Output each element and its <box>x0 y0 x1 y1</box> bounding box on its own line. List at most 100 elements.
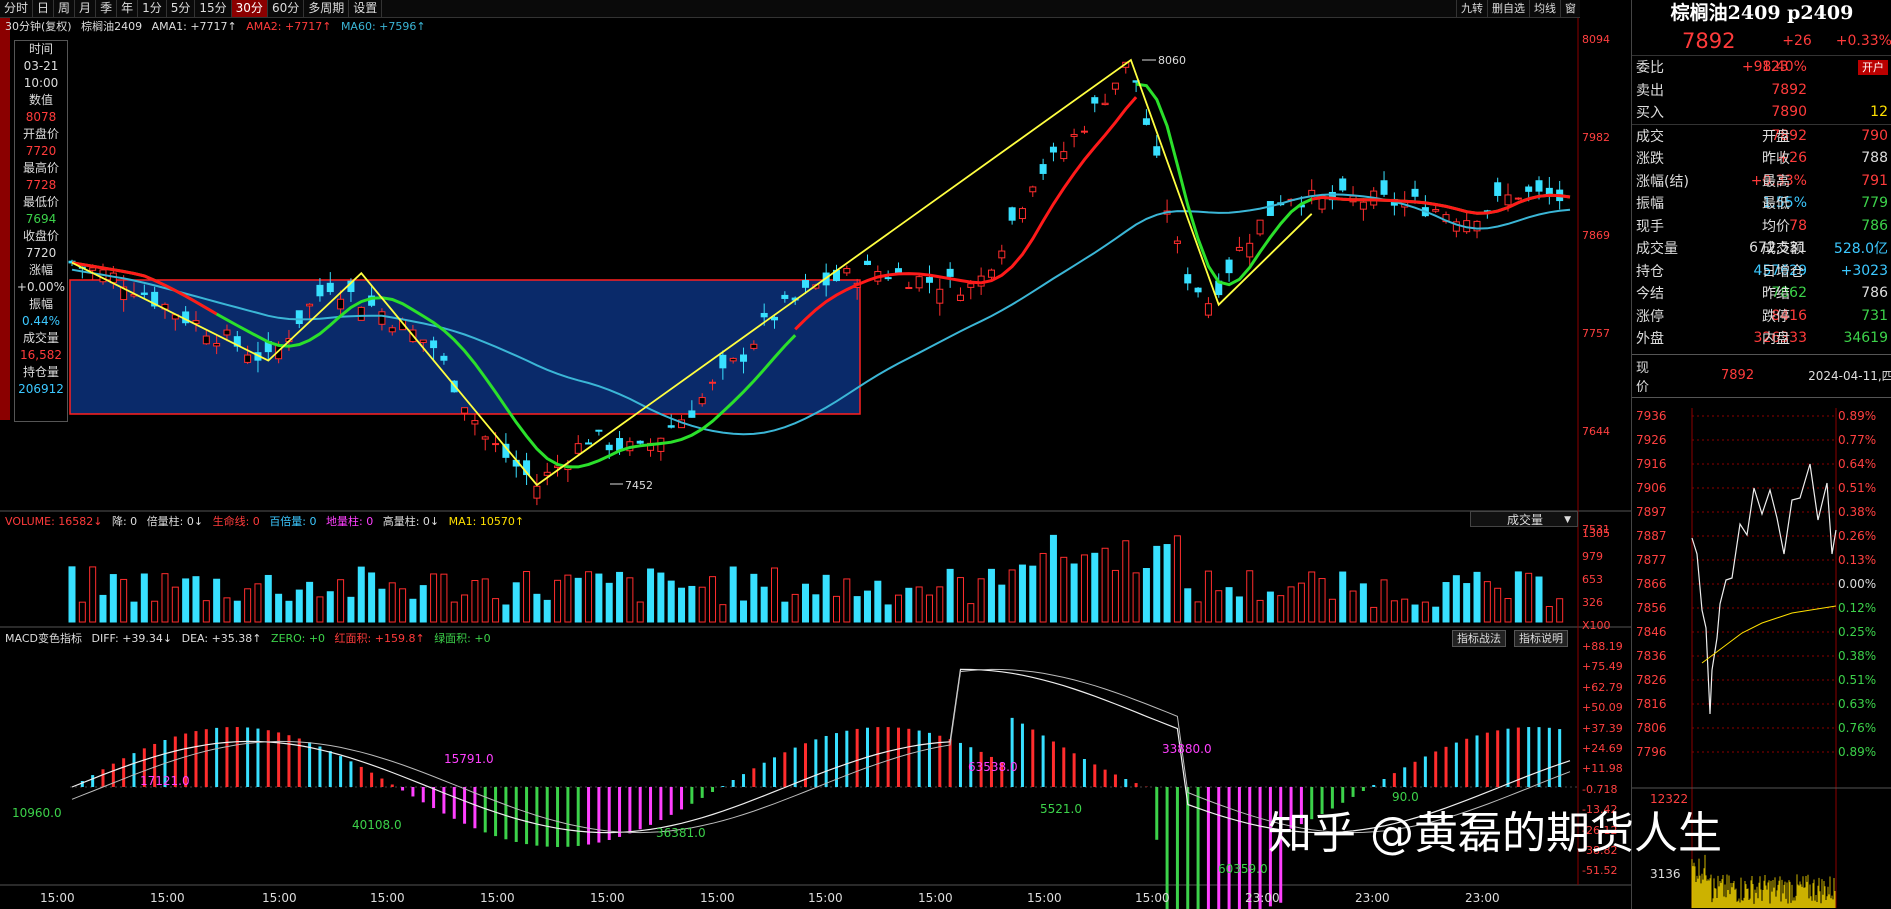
volume-bar <box>1184 588 1192 623</box>
volume-bar <box>89 566 97 623</box>
period-tab[interactable]: 月 <box>75 0 97 17</box>
volume-bar <box>233 600 241 623</box>
period-tab[interactable]: 周 <box>54 0 76 17</box>
period-tab[interactable]: 设置 <box>349 0 383 17</box>
quote-value: +26 <box>1777 150 1807 167</box>
quote-label: 昨结 <box>1762 286 1790 303</box>
y-tick-label: +37.39 <box>1582 721 1623 735</box>
toolbar-right-button[interactable]: 九转 <box>1456 0 1487 17</box>
info-label: 最高价 <box>22 161 59 175</box>
volume-bar <box>481 578 489 623</box>
period-tab[interactable]: 季 <box>96 0 118 17</box>
price-change-pct: +0.33% <box>1835 33 1891 49</box>
macd-dea-line <box>71 668 1571 834</box>
period-tab[interactable]: 15分 <box>195 0 232 17</box>
volume-bar <box>1308 571 1316 623</box>
volume-bar <box>636 601 644 623</box>
quote-value: 8416 <box>1771 307 1807 324</box>
kline-chart[interactable]: 8060 7452 <box>0 0 1631 909</box>
volume-bar <box>1287 586 1295 623</box>
mini-y-left: 7806 <box>1636 721 1667 735</box>
volume-bar <box>109 574 117 623</box>
quote-row: 外盘 326333 内盘 34619 <box>1632 327 1891 350</box>
volume-bar <box>1318 578 1326 623</box>
candle-body <box>1101 102 1109 106</box>
volume-bar <box>409 598 417 623</box>
mini-y-right: 0.13% <box>1838 553 1876 567</box>
last-price: 7892 <box>1682 29 1736 53</box>
y-tick-label: 653 <box>1582 573 1603 586</box>
volume-bar <box>1473 571 1481 623</box>
candle-body <box>729 357 737 362</box>
candle-body <box>471 420 479 425</box>
mini-y-left: 7816 <box>1636 697 1667 711</box>
candle-body <box>987 269 995 278</box>
candle-body <box>295 310 303 325</box>
mini-y-left: 7846 <box>1636 625 1667 639</box>
info-value: 7720 <box>25 144 57 158</box>
candle-body <box>967 283 975 288</box>
y-tick-label: 979 <box>1582 550 1603 563</box>
candle-body <box>1070 133 1078 137</box>
candle-body <box>440 355 448 361</box>
open-account-button[interactable]: 开户 <box>1858 59 1888 75</box>
volume-bar <box>213 578 221 623</box>
volume-bar <box>1132 572 1140 623</box>
candle-body <box>554 465 562 469</box>
volume-bar <box>750 573 758 623</box>
info-value: 7720 <box>25 246 57 260</box>
volume-bar <box>1390 600 1398 623</box>
toolbar-right-button[interactable]: 均线 <box>1529 0 1560 17</box>
period-tab[interactable]: 年 <box>117 0 139 17</box>
volume-bar <box>1080 554 1088 623</box>
volume-bar <box>1432 606 1440 623</box>
volume-bar <box>812 594 820 623</box>
volume-bar <box>347 596 355 623</box>
period-tab[interactable]: 1分 <box>138 0 167 17</box>
period-tab[interactable]: 30分 <box>231 0 268 17</box>
period-tab[interactable]: 5分 <box>167 0 196 17</box>
high-annotation: 8060 <box>1158 54 1186 67</box>
mini-y-left: 7926 <box>1636 433 1667 447</box>
y-tick-label: +62.79 <box>1582 680 1623 694</box>
volume-bar <box>264 574 272 623</box>
quote-label: 买入 <box>1636 105 1664 122</box>
candle-body <box>1060 151 1068 160</box>
volume-indicator-dropdown[interactable]: 成交量 ▼ <box>1470 511 1578 527</box>
volume-bar <box>368 572 376 623</box>
candle-body <box>337 298 345 310</box>
ma60-line <box>71 193 1571 436</box>
info-label: 03-21 <box>23 59 59 73</box>
volume-bar <box>399 588 407 623</box>
mini-vol-top: 12322 <box>1650 792 1688 806</box>
macd-diff-line <box>71 668 1571 834</box>
y-tick-label: -26.12 <box>1582 823 1618 837</box>
candle-body <box>1535 180 1543 192</box>
zero-value: ZERO: +0 <box>271 632 326 645</box>
x-tick-label: 23:00 <box>1355 891 1390 905</box>
intraday-mini-chart[interactable]: 7936 0.89% 7926 0.77% 7916 0.64% 7906 0.51% 7897… <box>1632 408 1891 908</box>
mini-y-left: 7866 <box>1636 577 1667 591</box>
volume-bar <box>1504 598 1512 623</box>
contract-title: 棕榈油2409 p2409 <box>1670 2 1854 24</box>
toolbar-right-buttons: 九转 删自选 均线窗 <box>1456 0 1580 17</box>
indicator-help-button[interactable]: 指标说明 <box>1514 630 1568 647</box>
candle-body <box>543 471 551 476</box>
period-tab[interactable]: 分时 <box>0 0 34 17</box>
candle-body <box>1359 201 1367 210</box>
y-tick-label: -0.718 <box>1582 782 1618 796</box>
macd-area-label: 63538.0 <box>968 760 1018 774</box>
x-tick-label: 23:00 <box>1245 891 1280 905</box>
period-tab[interactable]: 60分 <box>268 0 305 17</box>
period-tab[interactable]: 多周期 <box>304 0 350 17</box>
quote-value: 12 <box>1870 104 1888 121</box>
toolbar-right-button[interactable]: 窗 <box>1560 0 1580 17</box>
macd-area-label: 15791.0 <box>444 752 494 766</box>
period-tab[interactable]: 日 <box>33 0 55 17</box>
indicator-strategy-button[interactable]: 指标战法 <box>1452 630 1506 647</box>
volume-bar <box>306 581 314 623</box>
mini-y-right: 0.76% <box>1838 721 1876 735</box>
volume-bar <box>430 573 438 623</box>
toolbar-right-button[interactable]: 删自选 <box>1487 0 1529 17</box>
chevron-down-icon: ▼ <box>1564 515 1571 525</box>
